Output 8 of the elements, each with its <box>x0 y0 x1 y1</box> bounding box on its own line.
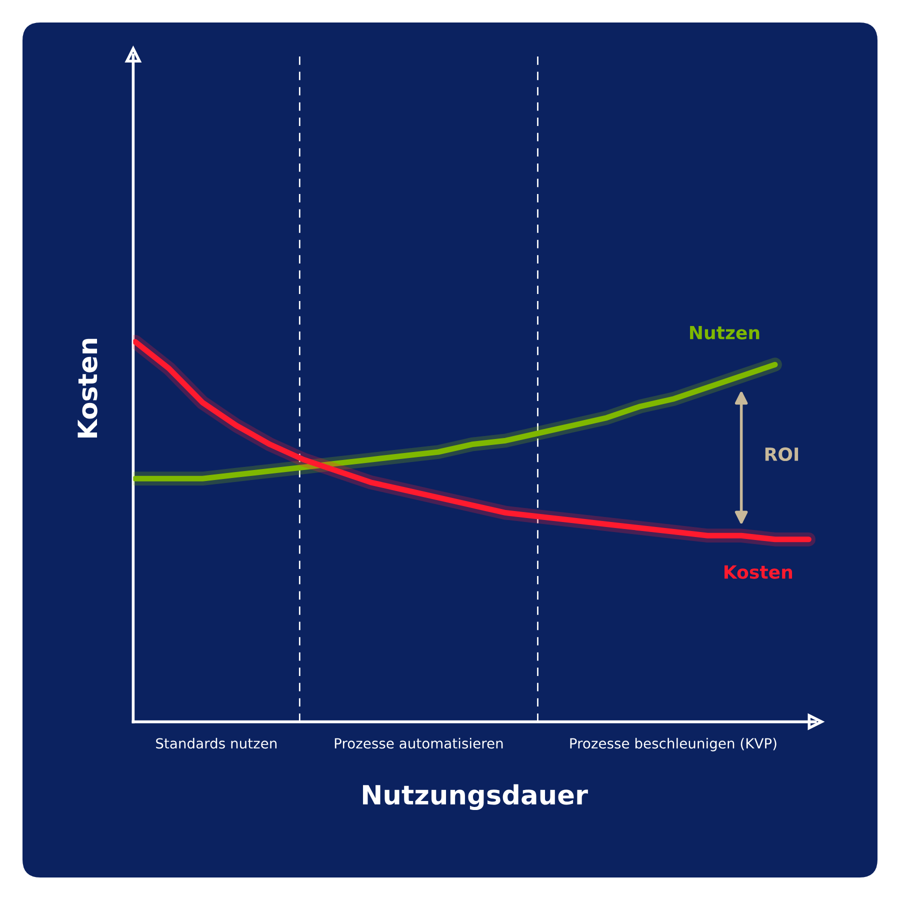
annotation: ROI <box>765 447 798 462</box>
text: Prozesse beschleunigen (KVP) <box>570 738 776 752</box>
text: Prozesse automatisieren <box>334 738 503 749</box>
text: Standards nutzen <box>156 738 277 749</box>
series-label: Kosten <box>724 565 792 579</box>
x-axis-title: Nutzungsdauer <box>363 784 588 810</box>
series-label: Nutzen <box>690 326 760 340</box>
y-axis-title: Kosten <box>78 338 98 438</box>
